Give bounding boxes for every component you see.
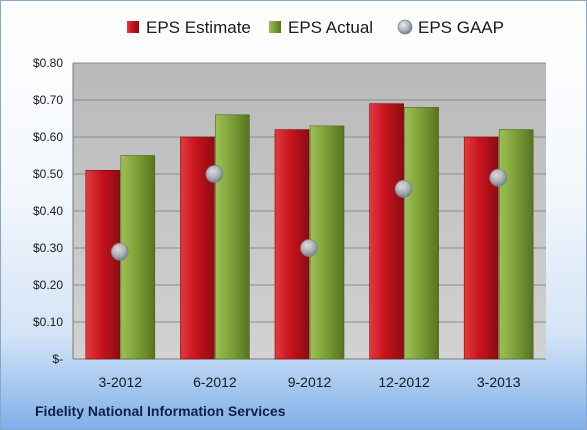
marker-eps-gaap	[205, 165, 224, 183]
y-tick-label: $0.20	[33, 278, 63, 292]
marker-eps-gaap	[110, 242, 129, 261]
legend-marker	[397, 19, 413, 35]
y-tick-label: $0.80	[33, 56, 63, 70]
company-name: Fidelity National Information Services	[35, 403, 286, 419]
bar-eps-estimate	[85, 170, 121, 360]
y-tick-label: $0.30	[33, 241, 63, 255]
x-tick-label: 6-2012	[193, 374, 237, 390]
legend-label: EPS Actual	[288, 18, 373, 37]
bar-eps-actual	[498, 129, 534, 360]
plot-area: $- $0.10 $0.20 $0.30 $0.40 $0.50 $0.60 $0.70 $0.…	[33, 56, 546, 390]
legend: EPS Estimate EPS Actual EPS GAAP	[127, 18, 504, 37]
marker-eps-gaap	[300, 239, 318, 257]
x-tick-label: 12-2012	[378, 374, 430, 390]
y-tick-label: $-	[52, 352, 63, 366]
legend-swatch	[127, 21, 139, 33]
y-tick-label: $0.50	[33, 167, 63, 181]
x-tick-label: 3-2013	[477, 374, 521, 390]
bar-eps-estimate	[463, 136, 499, 360]
legend-swatch	[269, 21, 281, 33]
y-tick-label: $0.60	[33, 130, 63, 144]
marker-eps-gaap	[489, 168, 508, 187]
bar-eps-estimate	[369, 103, 404, 360]
x-tick-label: 3-2012	[99, 374, 143, 390]
y-tick-label: $0.40	[33, 204, 63, 218]
marker-eps-gaap	[394, 179, 413, 198]
bar-eps-actual	[404, 107, 439, 360]
bar-eps-actual	[215, 114, 250, 360]
x-tick-label: 9-2012	[288, 374, 332, 390]
y-tick-label: $0.70	[33, 93, 63, 107]
legend-label: EPS GAAP	[418, 18, 504, 37]
y-tick-label: $0.10	[33, 315, 63, 329]
legend-label: EPS Estimate	[146, 18, 251, 37]
